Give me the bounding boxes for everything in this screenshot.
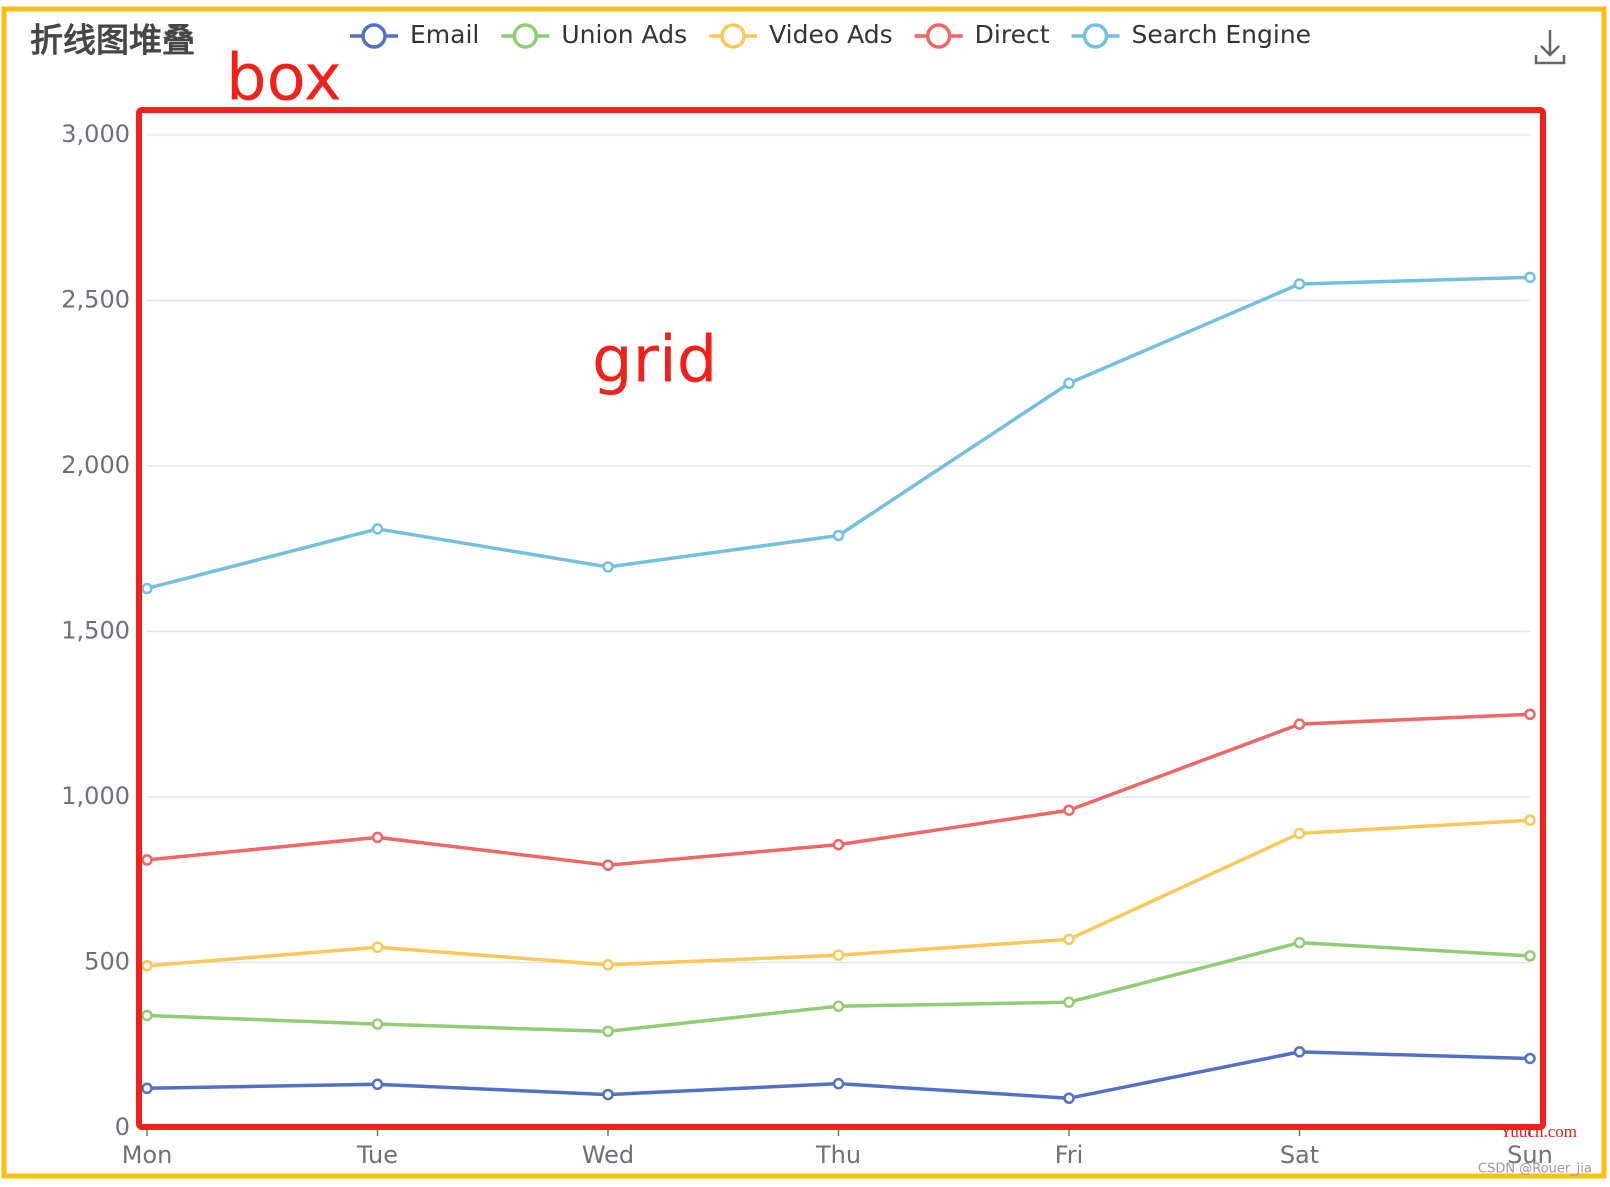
legend-item[interactable]: Direct [914,20,1050,49]
data-point [1063,1092,1075,1104]
data-point [832,949,845,961]
y-tick-label: 1,500 [61,617,130,645]
legend-label: Email [410,20,479,49]
legend-icon [720,23,746,49]
data-point [371,1078,384,1091]
data-point [1293,827,1306,840]
y-tick-label: 500 [84,948,130,976]
data-point [1293,278,1306,290]
data-point [1524,814,1536,826]
data-point [1063,996,1075,1008]
x-tick-label: Sat [1280,1141,1319,1169]
legend-item[interactable]: Union Ads [501,20,687,49]
data-point [371,523,384,535]
data-point [141,1082,153,1095]
legend-item[interactable]: Email [350,20,479,49]
chart-title: 折线图堆叠 [30,21,195,60]
data-point [371,941,384,954]
data-point [832,1000,845,1012]
data-point [141,582,153,595]
data-point [1293,1046,1306,1058]
download-icon[interactable] [1534,30,1566,65]
data-point [1063,933,1075,946]
data-point [1293,936,1306,949]
data-point [1063,377,1075,389]
annotation: grid [592,324,717,398]
data-point [832,529,845,542]
legend-icon [361,23,387,49]
data-point [1524,708,1536,720]
data-point [1063,804,1075,816]
data-point [1524,271,1536,284]
series-line [146,275,1531,591]
watermark: Yuucn.com [1500,1122,1577,1141]
legend-item[interactable]: Search Engine [1071,20,1312,49]
data-point [1524,950,1536,962]
y-tick-label: 2,500 [61,286,130,314]
data-point [832,838,845,851]
data-point [602,561,614,573]
data-point [602,859,614,871]
grid-box [136,107,1546,1130]
legend-label: Search Engine [1132,20,1312,49]
plot: 0 500 1,000 1,500 2,000 2,500 3,000 Mon Tue Wed Th… [61,120,1553,1169]
data-point [141,854,153,866]
data-point [371,831,384,844]
data-point [602,1025,614,1038]
data-point [141,960,153,972]
x-tick-label: Wed [582,1141,634,1169]
legend-item[interactable]: Video Ads [709,20,893,49]
data-point [832,1077,845,1090]
y-tick-label: 0 [115,1113,130,1141]
data-point [602,1088,614,1101]
y-tick-label: 3,000 [61,120,130,148]
y-tick-label: 1,000 [61,782,130,810]
x-tick-label: Mon [122,1141,173,1169]
x-tick-label: Fri [1055,1141,1084,1169]
watermark: CSDN @Rouer_jia [1478,1162,1592,1177]
data-point [371,1018,384,1030]
legend-icon [925,23,952,49]
legend-label: Union Ads [561,20,687,49]
series-line [146,1050,1531,1100]
data-point [1524,1052,1536,1065]
legend-label: Video Ads [769,20,893,49]
data-point [1293,718,1306,730]
annotation: box [226,42,342,116]
data-point [141,1009,153,1022]
legend-label: Direct [975,20,1050,49]
x-tick-label: Sun [1507,1141,1553,1169]
outer-box [1,6,1607,1179]
legend-icon [512,23,539,49]
y-tick-label: 2,000 [61,451,130,479]
x-tick-label: Tue [356,1141,398,1169]
x-tick-label: Thu [815,1141,861,1169]
legend-icon [1082,23,1109,49]
data-point [602,959,614,971]
